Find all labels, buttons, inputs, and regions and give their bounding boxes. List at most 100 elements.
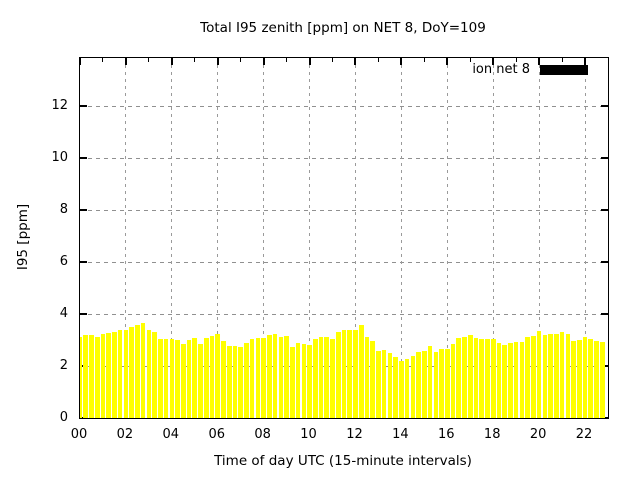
bar: [439, 349, 444, 418]
bar: [209, 336, 215, 418]
bar: [249, 338, 255, 418]
bar: [261, 338, 266, 418]
bar: [364, 337, 370, 418]
bar: [427, 346, 433, 418]
x-minor-tick-mark: [240, 58, 242, 62]
bar: [169, 338, 175, 418]
bar: [335, 332, 341, 418]
bar: [226, 345, 232, 418]
gridline-v: [309, 58, 311, 418]
x-tick-label: 08: [254, 427, 271, 442]
x-tick-mark: [354, 58, 357, 65]
bar: [221, 341, 226, 418]
bar: [531, 336, 536, 418]
gridline-h: [80, 157, 608, 159]
bar: [284, 336, 289, 418]
bar: [324, 336, 330, 418]
bar: [456, 337, 462, 418]
gridline-h: [80, 261, 608, 263]
bar: [80, 337, 83, 418]
gridline-v: [584, 58, 586, 418]
x-tick-mark: [262, 58, 265, 65]
x-tick-label: 06: [208, 427, 225, 442]
gridline-h: [80, 209, 608, 211]
bar: [158, 338, 163, 418]
bar: [554, 333, 559, 418]
bar: [422, 350, 427, 418]
bar: [410, 356, 416, 418]
gridline-v: [538, 58, 540, 418]
y-tick-mark: [80, 105, 87, 108]
x-minor-tick-mark: [607, 414, 608, 418]
bar: [203, 337, 209, 418]
x-tick-label: 16: [438, 427, 455, 442]
y-tick-mark: [601, 209, 608, 212]
bar: [525, 336, 530, 418]
bar: [599, 341, 605, 418]
x-minor-tick-mark: [148, 58, 150, 62]
gridline-v: [125, 58, 127, 418]
bar: [594, 341, 599, 418]
bar: [370, 341, 375, 418]
bar: [129, 327, 134, 418]
gridline-v: [400, 58, 402, 418]
legend-swatch-icon: [540, 64, 588, 75]
bar: [318, 337, 324, 418]
bar: [450, 344, 456, 418]
x-tick-mark: [308, 58, 311, 65]
gridline-v: [217, 58, 219, 418]
bar: [215, 334, 221, 418]
bar: [135, 324, 140, 418]
plot-area: ion net 8: [79, 57, 609, 419]
bar: [473, 337, 479, 418]
bar: [496, 343, 502, 418]
y-tick-mark: [80, 157, 87, 160]
bar: [433, 351, 439, 418]
bar: [548, 334, 553, 418]
x-tick-mark: [584, 58, 587, 65]
x-minor-tick-mark: [515, 58, 517, 62]
bar: [140, 323, 146, 418]
bar: [89, 335, 94, 418]
x-tick-mark: [446, 58, 449, 65]
bar: [404, 358, 410, 418]
bar: [186, 339, 192, 418]
gridline-v: [354, 58, 356, 418]
bar: [376, 350, 381, 418]
chart-title: Total I95 zenith [ppm] on NET 8, DoY=109: [200, 20, 486, 36]
bar: [485, 339, 490, 418]
x-minor-tick-mark: [469, 58, 471, 62]
bar: [192, 337, 198, 418]
bar: [238, 347, 243, 418]
bar: [83, 334, 89, 418]
bar: [301, 344, 307, 418]
x-tick-mark: [124, 58, 127, 65]
x-tick-label: 14: [392, 427, 409, 442]
bar: [307, 345, 312, 418]
x-minor-tick-mark: [607, 58, 608, 62]
x-tick-label: 18: [483, 427, 501, 442]
y-tick-mark: [601, 105, 608, 108]
bar: [519, 342, 525, 418]
bar: [313, 339, 318, 418]
bar: [146, 330, 152, 418]
x-tick-label: 12: [346, 427, 363, 442]
x-minor-tick-mark: [102, 58, 104, 62]
bar: [152, 332, 157, 418]
bar: [467, 335, 473, 418]
bar: [232, 345, 238, 418]
y-tick-label: 0: [59, 409, 68, 425]
x-tick-label: 04: [162, 427, 180, 442]
bar: [347, 329, 353, 418]
bar: [358, 324, 364, 418]
bar: [582, 337, 588, 418]
bar: [117, 330, 123, 418]
gridline-h: [80, 313, 608, 315]
x-minor-tick-mark: [286, 58, 288, 62]
x-tick-label: 20: [529, 427, 547, 442]
x-tick-label: 00: [70, 427, 88, 442]
x-tick-mark: [400, 58, 403, 65]
bar: [445, 349, 450, 418]
y-tick-mark: [80, 209, 87, 212]
